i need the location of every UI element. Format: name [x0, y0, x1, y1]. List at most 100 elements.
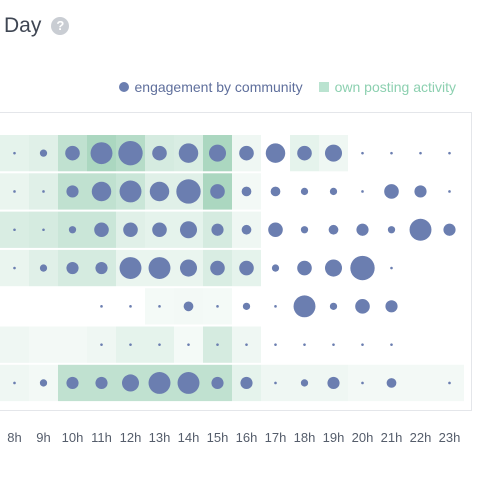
posting-activity-cell[interactable]: [0, 326, 29, 363]
engagement-dot[interactable]: [274, 305, 277, 308]
engagement-dot[interactable]: [66, 376, 79, 390]
engagement-dot[interactable]: [42, 228, 45, 232]
engagement-dot[interactable]: [148, 371, 171, 394]
engagement-dot[interactable]: [274, 343, 277, 346]
engagement-dot[interactable]: [361, 381, 364, 385]
engagement-dot[interactable]: [242, 302, 251, 310]
engagement-dot[interactable]: [100, 305, 103, 308]
engagement-dot[interactable]: [293, 295, 316, 318]
engagement-dot[interactable]: [94, 222, 109, 238]
engagement-dot[interactable]: [13, 190, 16, 193]
engagement-dot[interactable]: [66, 185, 79, 198]
engagement-dot[interactable]: [448, 190, 451, 193]
engagement-dot[interactable]: [448, 151, 451, 155]
engagement-dot[interactable]: [39, 149, 48, 157]
engagement-dot[interactable]: [443, 223, 456, 236]
engagement-dot[interactable]: [241, 186, 252, 197]
engagement-dot[interactable]: [118, 140, 143, 166]
engagement-dot[interactable]: [119, 257, 142, 280]
engagement-dot[interactable]: [297, 260, 312, 276]
engagement-dot[interactable]: [324, 259, 343, 277]
engagement-dot[interactable]: [386, 378, 397, 388]
engagement-dot[interactable]: [42, 190, 45, 193]
engagement-dot[interactable]: [414, 185, 427, 198]
engagement-dot[interactable]: [210, 184, 225, 199]
engagement-dot[interactable]: [66, 261, 79, 275]
posting-activity-cell[interactable]: [29, 326, 58, 363]
engagement-dot[interactable]: [265, 143, 286, 163]
engagement-dot[interactable]: [409, 218, 432, 241]
engagement-dot[interactable]: [211, 223, 224, 236]
engagement-dot[interactable]: [239, 145, 254, 161]
engagement-dot[interactable]: [121, 374, 140, 392]
engagement-dot[interactable]: [328, 224, 339, 235]
engagement-dot[interactable]: [356, 223, 369, 236]
engagement-dot[interactable]: [297, 145, 312, 161]
engagement-dot[interactable]: [187, 343, 190, 346]
engagement-dot[interactable]: [13, 381, 16, 385]
engagement-dot[interactable]: [13, 228, 16, 232]
engagement-dot[interactable]: [329, 187, 338, 196]
engagement-dot[interactable]: [208, 144, 227, 162]
engagement-dot[interactable]: [149, 181, 170, 202]
engagement-dot[interactable]: [329, 302, 338, 310]
engagement-dot[interactable]: [39, 264, 48, 272]
engagement-dot[interactable]: [385, 300, 398, 313]
engagement-dot[interactable]: [324, 144, 343, 162]
posting-activity-cell[interactable]: [406, 364, 435, 402]
engagement-dot[interactable]: [178, 143, 199, 163]
engagement-dot[interactable]: [274, 381, 277, 385]
engagement-dot[interactable]: [239, 260, 254, 276]
engagement-dot[interactable]: [95, 376, 108, 390]
engagement-dot[interactable]: [387, 226, 396, 234]
engagement-dot[interactable]: [332, 343, 335, 346]
engagement-dot[interactable]: [91, 181, 112, 202]
engagement-dot[interactable]: [158, 343, 161, 346]
engagement-dot[interactable]: [303, 343, 306, 346]
engagement-dot[interactable]: [245, 343, 248, 346]
engagement-dot[interactable]: [119, 180, 142, 203]
engagement-dot[interactable]: [355, 299, 370, 314]
engagement-dot[interactable]: [183, 301, 194, 312]
engagement-dot[interactable]: [68, 226, 77, 234]
engagement-dot[interactable]: [90, 142, 113, 165]
engagement-dot[interactable]: [158, 305, 161, 308]
engagement-dot[interactable]: [129, 305, 132, 308]
engagement-dot[interactable]: [241, 224, 252, 235]
engagement-dot[interactable]: [300, 187, 309, 196]
engagement-dot[interactable]: [123, 222, 138, 238]
engagement-dot[interactable]: [361, 151, 364, 155]
engagement-dot[interactable]: [390, 151, 393, 155]
engagement-dot[interactable]: [148, 257, 171, 280]
engagement-dot[interactable]: [152, 222, 167, 238]
question-circle-icon[interactable]: ?: [51, 17, 70, 35]
posting-activity-cell[interactable]: [58, 326, 87, 363]
engagement-dot[interactable]: [390, 343, 393, 346]
engagement-dot[interactable]: [361, 190, 364, 193]
engagement-dot[interactable]: [271, 264, 280, 272]
engagement-dot[interactable]: [39, 379, 48, 387]
engagement-dot[interactable]: [300, 379, 309, 387]
engagement-dot[interactable]: [95, 261, 108, 275]
engagement-dot[interactable]: [13, 266, 16, 270]
engagement-dot[interactable]: [100, 343, 103, 346]
engagement-dot[interactable]: [327, 376, 340, 390]
engagement-dot[interactable]: [65, 145, 80, 161]
engagement-dot[interactable]: [211, 376, 224, 390]
engagement-dot[interactable]: [129, 343, 132, 346]
engagement-dot[interactable]: [152, 145, 167, 161]
engagement-dot[interactable]: [176, 179, 201, 204]
engagement-dot[interactable]: [177, 371, 200, 394]
engagement-dot[interactable]: [384, 184, 399, 199]
engagement-dot[interactable]: [300, 226, 309, 234]
engagement-dot[interactable]: [448, 381, 451, 385]
engagement-dot[interactable]: [268, 222, 283, 238]
engagement-dot[interactable]: [13, 151, 16, 155]
engagement-dot[interactable]: [179, 221, 198, 239]
legend-item-posting[interactable]: own posting activity: [318, 79, 456, 95]
engagement-dot[interactable]: [240, 376, 253, 390]
engagement-dot[interactable]: [216, 305, 219, 308]
legend-item-engagement[interactable]: engagement by community: [118, 79, 303, 95]
engagement-dot[interactable]: [270, 186, 281, 197]
engagement-dot[interactable]: [210, 260, 225, 276]
